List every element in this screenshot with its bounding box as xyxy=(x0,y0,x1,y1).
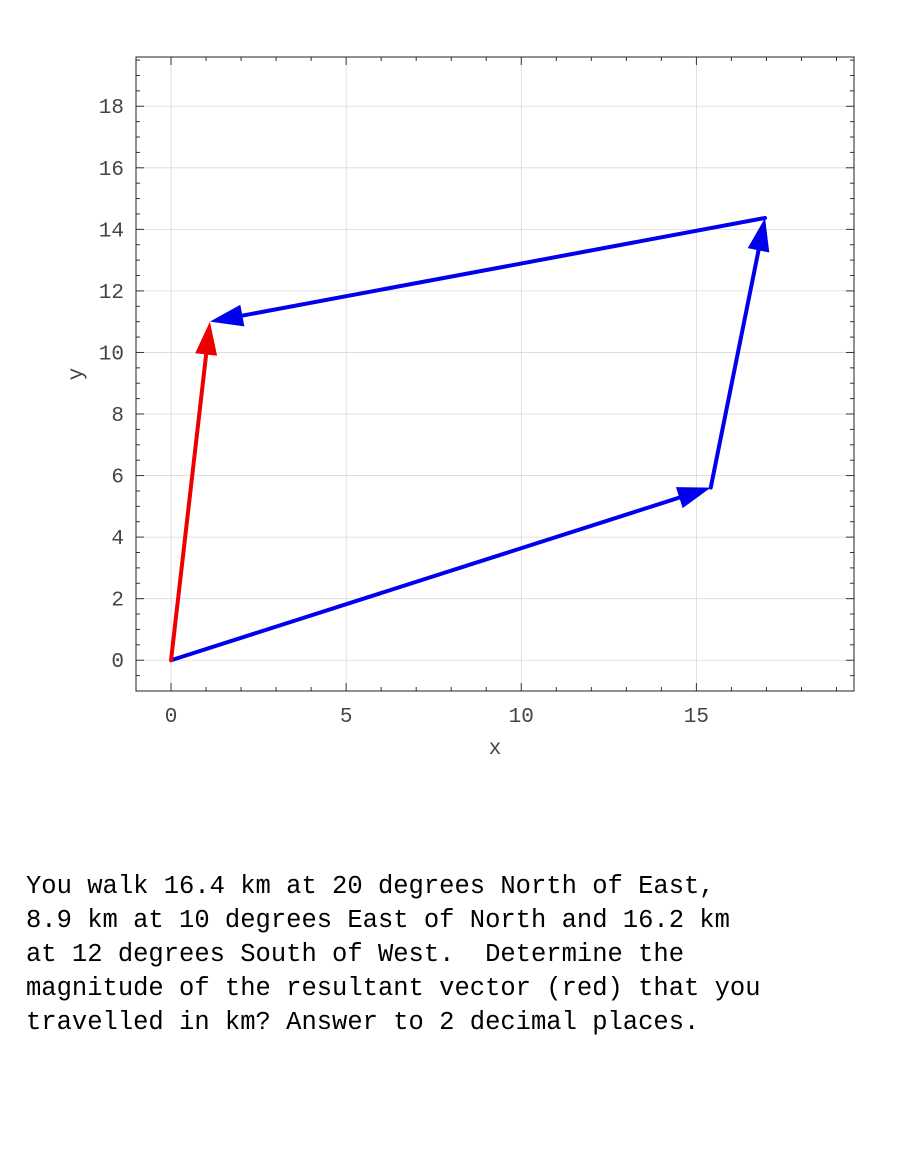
tick-labels: 0 5 10 15 0 2 4 6 8 10 12 14 16 18 xyxy=(99,97,709,729)
vector-arrow xyxy=(169,487,711,663)
y-tick-label: 2 xyxy=(111,590,124,613)
vector-chart: 0 5 10 15 0 2 4 6 8 10 12 14 16 18 x y xyxy=(66,56,855,761)
y-axis-label: y xyxy=(66,368,89,381)
y-tick-label: 6 xyxy=(111,467,124,490)
x-axis-label: x xyxy=(489,738,502,761)
plot-frame xyxy=(135,56,855,692)
x-tick-label: 0 xyxy=(165,706,178,729)
vector-arrow xyxy=(209,215,768,327)
question-line: 8.9 km at 10 degrees East of North and 1… xyxy=(26,906,730,935)
vector-arrowhead xyxy=(209,304,245,327)
vector-arrowhead xyxy=(195,321,218,356)
y-tick-label: 10 xyxy=(99,343,124,366)
question-line: travelled in km? Answer to 2 decimal pla… xyxy=(26,1008,700,1037)
y-tick-label: 8 xyxy=(111,405,124,428)
x-tick-label: 5 xyxy=(340,706,353,729)
x-tick-label: 15 xyxy=(684,706,709,729)
x-tick-label: 10 xyxy=(509,706,534,729)
vector-arrow xyxy=(169,321,218,663)
vector-shaft xyxy=(708,223,766,490)
vector-arrowhead xyxy=(747,217,770,253)
vector-arrowhead xyxy=(675,487,711,509)
vector-shaft xyxy=(215,215,768,323)
question-line: You walk 16.4 km at 20 degrees North of … xyxy=(26,872,715,901)
y-tick-label: 12 xyxy=(99,282,124,305)
vector-shaft xyxy=(169,488,706,663)
y-tick-label: 16 xyxy=(99,159,124,182)
question-text: You walk 16.4 km at 20 degrees North of … xyxy=(26,870,886,1040)
vectors xyxy=(169,215,770,663)
vector-shaft xyxy=(169,327,211,663)
y-tick-label: 18 xyxy=(99,97,124,120)
grid-lines xyxy=(136,57,854,691)
question-line: magnitude of the resultant vector (red) … xyxy=(26,974,761,1003)
question-line: at 12 degrees South of West. Determine t… xyxy=(26,940,685,969)
axis-ticks xyxy=(135,57,854,692)
y-tick-label: 14 xyxy=(99,220,124,243)
vector-arrow xyxy=(708,217,770,490)
y-tick-label: 4 xyxy=(111,528,124,551)
y-tick-label: 0 xyxy=(111,651,124,674)
